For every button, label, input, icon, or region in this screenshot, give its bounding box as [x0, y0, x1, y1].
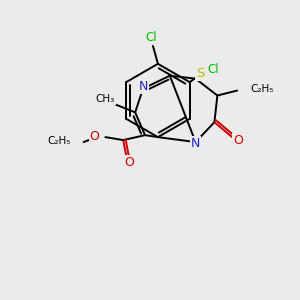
Text: Cl: Cl: [208, 63, 219, 76]
Text: Cl: Cl: [145, 31, 157, 44]
Text: N: N: [191, 136, 200, 150]
Text: N: N: [138, 80, 148, 93]
Text: O: O: [233, 134, 243, 147]
Text: C₂H₅: C₂H₅: [47, 136, 71, 146]
Text: O: O: [90, 130, 100, 142]
Text: CH₃: CH₃: [96, 94, 115, 104]
Text: S: S: [196, 67, 205, 80]
Text: C₂H₅: C₂H₅: [250, 84, 273, 94]
Text: O: O: [124, 156, 134, 170]
